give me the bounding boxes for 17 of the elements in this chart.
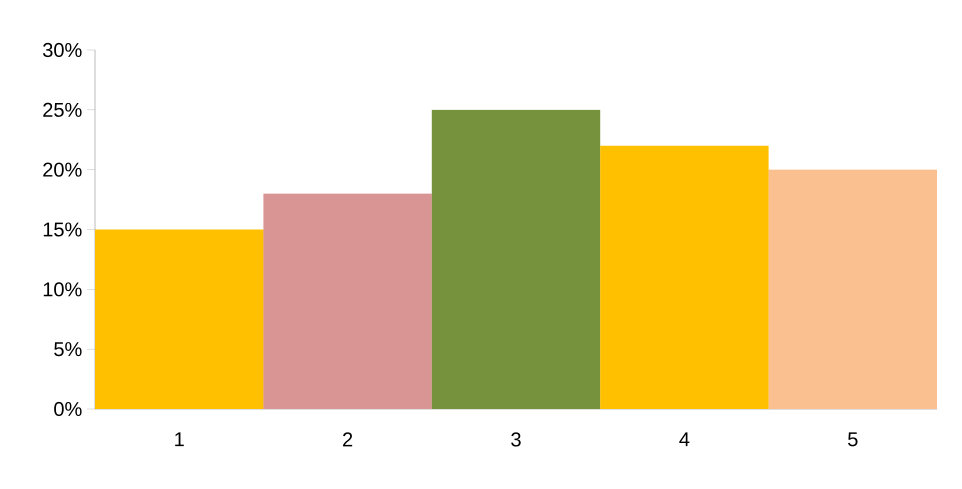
x-tick-label: 4 [679,432,690,446]
x-tick-label: 1 [175,432,184,446]
y-tick-label: 10% [44,282,82,296]
bar [600,146,769,409]
y-tick-label: 15% [44,222,82,237]
bar [432,110,600,409]
y-tick-label: 25% [43,102,82,117]
bar [768,170,938,409]
y-tick-label: 0% [54,402,82,416]
x-tick-label: 5 [848,432,858,446]
y-tick-label: 30% [43,42,82,58]
x-tick-label: 3 [511,432,521,447]
y-tick-label: 5% [54,342,82,356]
x-tick-label: 2 [343,432,352,446]
bar [95,230,264,409]
y-tick-label: 20% [43,162,82,177]
bar [263,194,432,409]
